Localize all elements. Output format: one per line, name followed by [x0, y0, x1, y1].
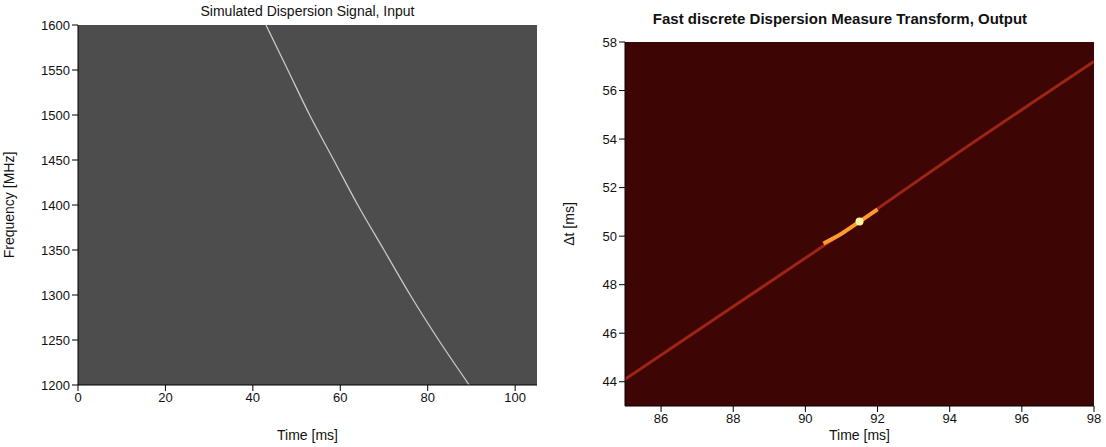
svg-text:54: 54	[603, 132, 617, 147]
svg-text:1300: 1300	[41, 288, 70, 303]
svg-text:48: 48	[603, 277, 617, 292]
svg-text:94: 94	[942, 411, 956, 426]
svg-text:50: 50	[603, 229, 617, 244]
svg-text:58: 58	[603, 35, 617, 50]
svg-text:92: 92	[870, 411, 884, 426]
svg-text:1600: 1600	[41, 18, 70, 33]
html-text:Simulated Dispersion Signal, I: Simulated Dispersion Signal, Input	[200, 3, 415, 19]
svg-text:20: 20	[158, 390, 172, 405]
svg-text:98: 98	[1087, 411, 1101, 426]
svg-text:100: 100	[504, 390, 526, 405]
svg-text:1500: 1500	[41, 108, 70, 123]
svg-text:0: 0	[74, 390, 81, 405]
html-text:Fast discrete Dispersion Measu: Fast discrete Dispersion Measure Transfo…	[652, 10, 1028, 27]
svg-text:46: 46	[603, 326, 617, 341]
svg-text:Time [ms]: Time [ms]	[277, 427, 338, 443]
svg-text:1450: 1450	[41, 153, 70, 168]
svg-text:1350: 1350	[41, 243, 70, 258]
svg-text:90: 90	[798, 411, 812, 426]
svg-text:Δt [ms]: Δt [ms]	[561, 202, 577, 246]
svg-text:56: 56	[603, 83, 617, 98]
svg-text:Frequency [MHz]: Frequency [MHz]	[1, 152, 17, 259]
svg-text:52: 52	[603, 180, 617, 195]
svg-text:86: 86	[654, 411, 668, 426]
svg-text:1200: 1200	[41, 378, 70, 393]
svg-text:1400: 1400	[41, 198, 70, 213]
svg-text:88: 88	[726, 411, 740, 426]
svg-text:1550: 1550	[41, 63, 70, 78]
svg-text:40: 40	[246, 390, 260, 405]
svg-text:1250: 1250	[41, 333, 70, 348]
svg-text:Time [ms]: Time [ms]	[829, 427, 890, 443]
svg-text:44: 44	[603, 374, 617, 389]
svg-text:60: 60	[333, 390, 347, 405]
svg-text:96: 96	[1015, 411, 1029, 426]
svg-text:80: 80	[420, 390, 434, 405]
